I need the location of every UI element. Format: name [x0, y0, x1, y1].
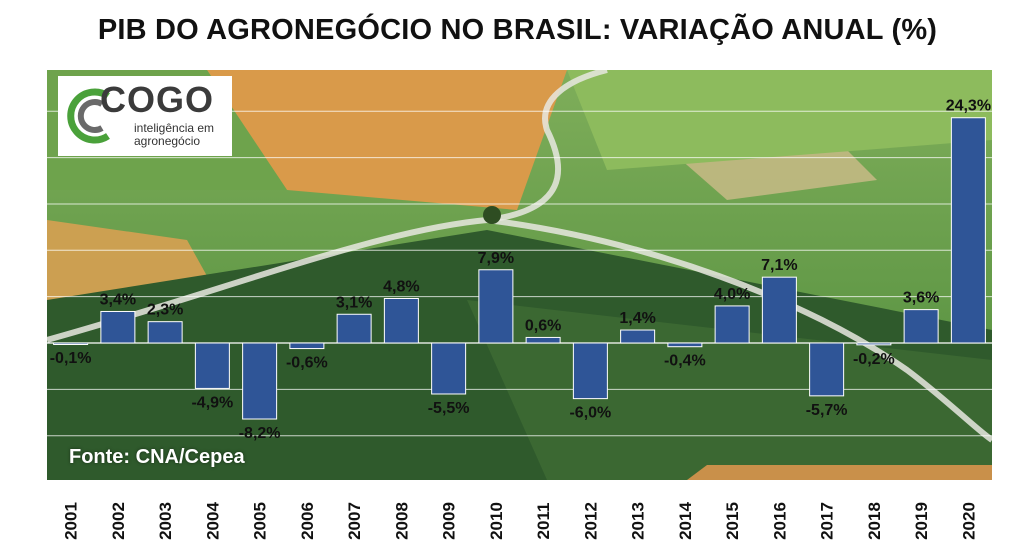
data-label-2007: 3,1%	[336, 294, 372, 311]
bar-2010	[478, 269, 514, 344]
x-tick-label-2013: 2013	[629, 502, 648, 540]
x-tick-label-2001: 2001	[62, 502, 81, 540]
bar-2001	[53, 342, 89, 345]
data-label-2001: -0,1%	[50, 350, 92, 367]
data-label-2011: 0,6%	[525, 317, 561, 334]
x-tick-label-2005: 2005	[251, 502, 270, 540]
data-label-2006: -0,6%	[286, 355, 328, 372]
data-label-2020: 24,3%	[946, 98, 991, 115]
x-tick-label-2018: 2018	[865, 502, 884, 540]
bar-2019	[903, 309, 939, 344]
data-label-2004: -4,9%	[191, 394, 233, 411]
data-label-2016: 7,1%	[761, 257, 797, 274]
x-tick-label-2004: 2004	[203, 502, 222, 540]
x-tick-label-2017: 2017	[818, 502, 837, 540]
bar-2020	[950, 117, 986, 344]
x-tick-label-2002: 2002	[109, 502, 128, 540]
x-tick-label-2015: 2015	[723, 502, 742, 540]
bar-2013	[620, 329, 656, 344]
logo-tagline-line-2: agronegócio	[134, 134, 201, 148]
bar-2017	[809, 342, 845, 397]
bar-2011	[525, 336, 561, 344]
data-label-2003: 2,3%	[147, 302, 183, 319]
x-tick-label-2012: 2012	[581, 502, 600, 540]
bar-2012	[572, 342, 608, 400]
x-tick-label-2008: 2008	[392, 502, 411, 540]
x-tick-label-2019: 2019	[912, 502, 931, 540]
x-tick-label-2009: 2009	[440, 502, 459, 540]
bar-2015	[714, 305, 750, 344]
data-label-2019: 3,6%	[903, 290, 939, 307]
logo-tagline: inteligência em agronegócio	[134, 122, 214, 148]
source-note: Fonte: CNA/Cepea	[69, 446, 245, 468]
logo-word: COGO	[100, 79, 215, 120]
data-label-2008: 4,8%	[383, 279, 419, 296]
bar-2007	[336, 313, 372, 344]
data-label-2017: -5,7%	[806, 402, 848, 419]
x-tick-label-2003: 2003	[156, 502, 175, 540]
x-tick-label-2010: 2010	[487, 502, 506, 540]
x-tick-label-2011: 2011	[534, 503, 553, 540]
bar-2003	[147, 321, 183, 344]
data-label-2014: -0,4%	[664, 353, 706, 370]
bar-2009	[431, 342, 467, 395]
bar-2014	[667, 342, 703, 348]
data-label-2005: -8,2%	[239, 425, 281, 442]
x-tick-label-2006: 2006	[298, 502, 317, 540]
bar-2002	[100, 310, 136, 344]
bar-2018	[856, 342, 892, 346]
data-label-2010: 7,9%	[478, 250, 514, 267]
data-label-2009: -5,5%	[428, 400, 470, 417]
x-tick-label-2007: 2007	[345, 502, 364, 540]
data-label-2013: 1,4%	[619, 310, 655, 327]
bar-2005	[242, 342, 278, 420]
logo-mark-icon	[67, 88, 110, 144]
bar-2008	[383, 298, 419, 344]
cogo-logo: COGO inteligência em agronegócio	[58, 76, 232, 156]
x-tick-label-2020: 2020	[959, 502, 978, 540]
logo-tagline-line-1: inteligência em	[134, 121, 215, 135]
chart-title: PIB DO AGRONEGÓCIO NO BRASIL: VARIAÇÃO A…	[97, 14, 938, 46]
data-label-2018: -0,2%	[853, 351, 895, 368]
data-label-2002: 3,4%	[100, 291, 136, 308]
data-label-2012: -6,0%	[569, 405, 611, 422]
bar-2004	[194, 342, 230, 389]
data-label-2015: 4,0%	[714, 286, 750, 303]
x-tick-label-2014: 2014	[676, 502, 695, 540]
bar-2006	[289, 342, 325, 350]
x-tick-label-2016: 2016	[770, 502, 789, 540]
bar-2016	[761, 276, 797, 344]
